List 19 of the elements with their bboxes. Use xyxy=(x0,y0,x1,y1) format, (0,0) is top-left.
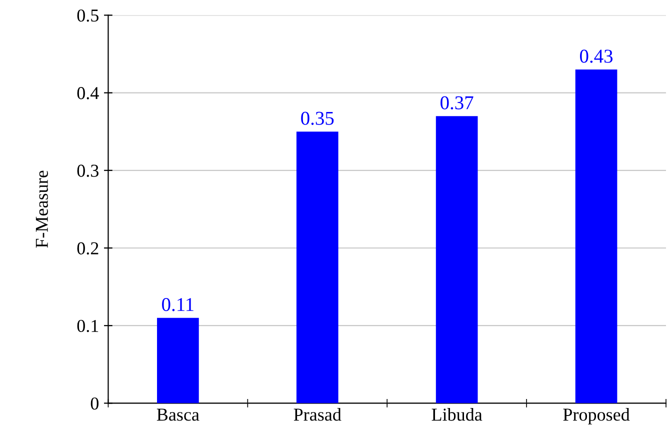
x-tick-label: Libuda xyxy=(432,408,482,421)
data-label: 0.11 xyxy=(162,298,194,312)
y-tick-label: 0.4 xyxy=(77,87,99,100)
x-tick-label: Proposed xyxy=(563,408,630,424)
bar xyxy=(296,132,338,404)
bar xyxy=(157,318,199,404)
data-label: 0.35 xyxy=(301,112,334,125)
bar xyxy=(436,116,478,404)
data-label: 0.37 xyxy=(440,96,474,110)
data-label: 0.43 xyxy=(580,50,613,63)
y-tick-label: 0.1 xyxy=(77,320,98,332)
y-tick-label: 0.3 xyxy=(77,164,98,177)
y-tick-label: 0.2 xyxy=(77,242,98,255)
y-tick-label: 0 xyxy=(90,397,98,410)
x-tick-label: Prasad xyxy=(294,408,342,421)
bar xyxy=(575,70,618,404)
x-tick-label: Basca xyxy=(156,408,200,421)
y-axis-title: F-Measure xyxy=(36,170,48,248)
y-tick-label: 0.5 xyxy=(77,9,98,22)
